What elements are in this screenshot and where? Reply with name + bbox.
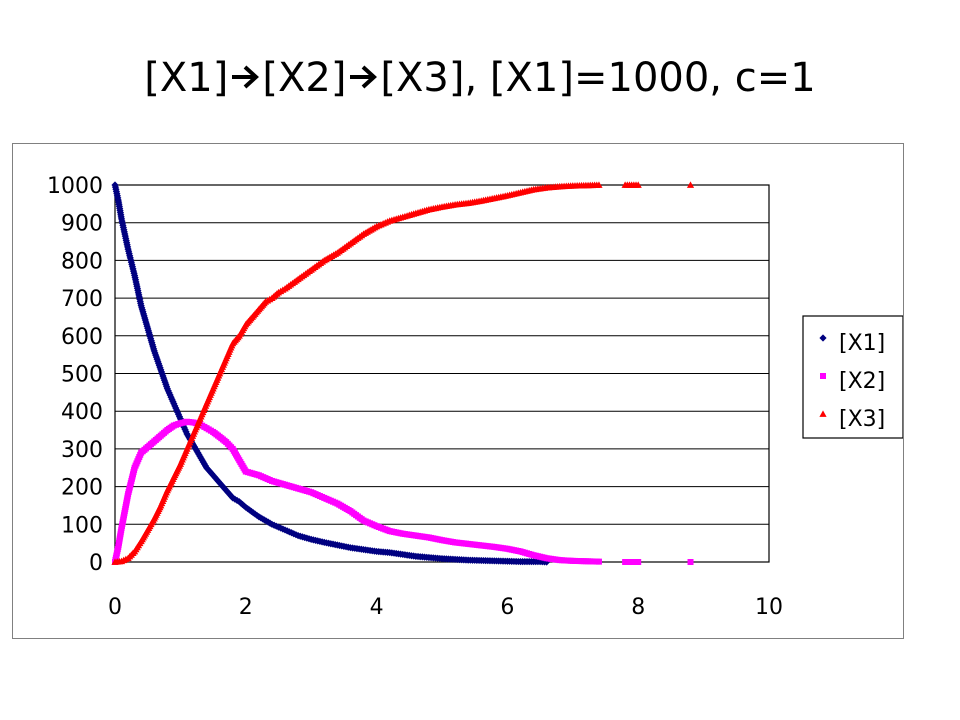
y-tick-label: 800 [61,249,103,274]
title-rest: [X3], [X1]=1000, c=1 [380,55,816,101]
y-tick-label: 600 [61,325,103,350]
chart-area: 0 100 200 300 400 500 600 700 800 900 1000 0 2 4 6 8 10 [… [12,143,904,639]
y-tick-label: 900 [61,212,103,237]
point-x3 [686,181,695,188]
point-x2 [635,559,642,565]
y-tick-label: 300 [61,438,103,463]
point-x3 [595,181,603,188]
slide-title: [X1] [X2] [X3], [X1]=1000, c=1 [0,58,960,98]
y-tick-label: 1000 [47,174,103,199]
legend-label: [X1] [839,331,885,356]
legend-marker [819,334,827,342]
x-tick-label: 4 [370,595,384,620]
y-tick-label: 500 [61,363,103,388]
legend-label: [X3] [839,407,885,432]
x-tick-label: 0 [108,595,122,620]
right-arrow-icon [230,58,260,98]
x-tick-label: 6 [500,595,514,620]
right-arrow-icon [348,58,378,98]
y-tick-label: 400 [61,400,103,425]
point-x2 [595,558,602,565]
x-tick-label: 8 [631,595,645,620]
legend-marker [820,373,826,379]
title-x2: [X2] [262,55,347,101]
y-tick-label: 100 [61,513,103,538]
point-x3 [634,181,642,188]
legend-box [802,315,903,439]
y-tick-label: 0 [89,551,103,576]
chart-plot: 0 100 200 300 400 500 600 700 800 900 1000 0 2 4 6 8 10 [… [47,174,903,620]
x-tick-label: 10 [755,595,783,620]
y-tick-label: 200 [61,476,103,501]
legend-label: [X2] [839,369,885,394]
legend-marker [819,410,827,417]
title-x1: [X1] [144,55,229,101]
x-tick-label: 2 [239,595,253,620]
point-x2 [687,559,694,565]
y-tick-label: 700 [61,287,103,312]
